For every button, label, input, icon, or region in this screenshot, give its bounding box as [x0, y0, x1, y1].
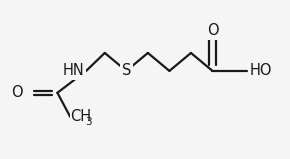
Text: 3: 3 [85, 117, 92, 127]
Text: HN: HN [63, 63, 85, 78]
Text: O: O [11, 85, 23, 100]
Text: CH: CH [70, 110, 91, 124]
Text: S: S [122, 63, 131, 78]
Text: O: O [207, 23, 218, 38]
Text: HO: HO [250, 63, 272, 78]
